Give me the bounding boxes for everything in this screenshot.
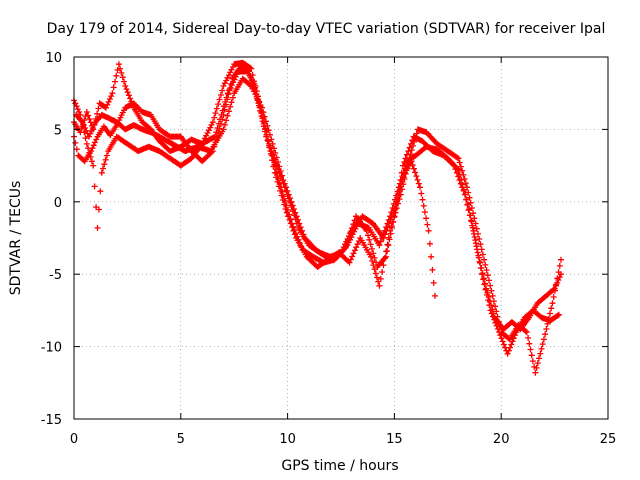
series-markers (73, 75, 564, 333)
x-tick-label: 25 (600, 432, 617, 447)
y-tick-label: 5 (54, 123, 62, 138)
plot-frame (73, 56, 609, 420)
y-axis-title: SDTVAR / TECUs (8, 181, 24, 296)
axis-ticks: 0 5 10 15 20 25 -15 -10 -5 0 5 10 (41, 51, 617, 447)
x-tick-label: 10 (279, 432, 296, 447)
x-axis-title: GPS time / hours (281, 458, 398, 474)
y-tick-label: 10 (45, 51, 62, 66)
x-tick-label: 20 (493, 432, 510, 447)
y-tick-label: -5 (49, 268, 62, 283)
chart-title: Day 179 of 2014, Sidereal Day-to-day VTE… (47, 21, 606, 37)
y-tick-label: -15 (41, 413, 62, 428)
y-tick-label: -10 (41, 341, 62, 356)
y-tick-label: 0 (54, 196, 62, 211)
x-tick-label: 5 (177, 432, 185, 447)
x-tick-label: 15 (386, 432, 403, 447)
series-track-d (73, 75, 564, 333)
x-tick-label: 0 (70, 432, 78, 447)
grid-lines (74, 57, 608, 419)
